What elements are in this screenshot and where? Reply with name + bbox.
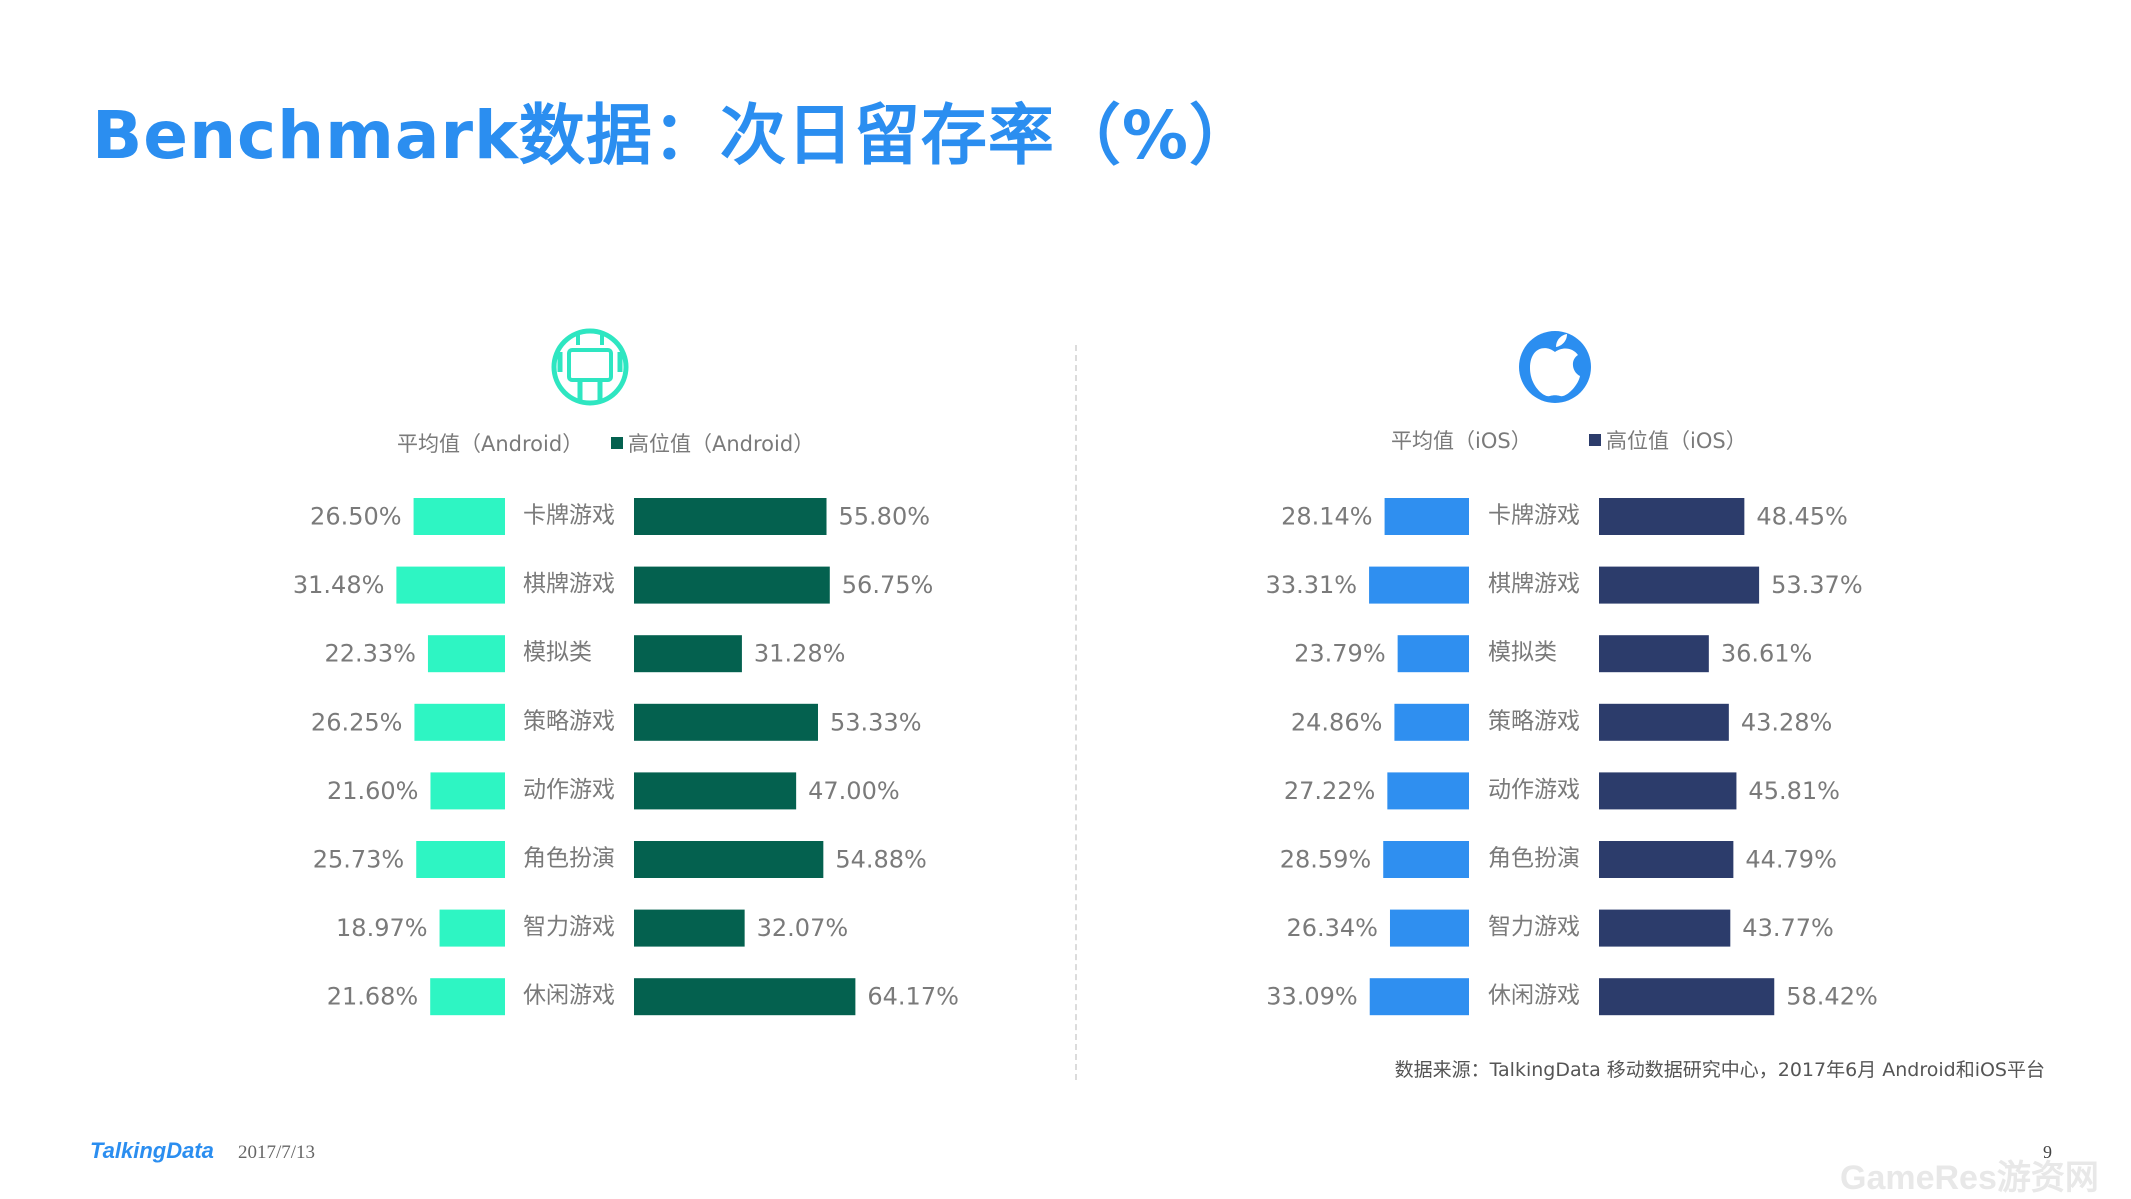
ios-avg-bar: [1384, 498, 1469, 535]
android-legend-high-swatch: [611, 437, 623, 449]
ios-avg-label: 26.34%: [1286, 914, 1378, 942]
panel-divider: [1075, 345, 1077, 1080]
ios-legend-high: 高位值（iOS）: [1606, 429, 1747, 453]
android-avg-bar: [439, 909, 505, 947]
apple-icon: [1519, 331, 1591, 403]
ios-high-bar: [1599, 703, 1729, 741]
android-category-label: 动作游戏: [523, 777, 615, 803]
android-category-label: 棋牌游戏: [523, 571, 615, 597]
android-high-bar: [634, 772, 797, 810]
ios-high-label: 48.45%: [1756, 503, 1848, 531]
android-legend-high: 高位值（Android）: [628, 432, 814, 456]
android-avg-label: 21.68%: [327, 983, 419, 1011]
watermark: GameRes游资网: [1840, 1159, 2099, 1197]
ios-avg-label: 24.86%: [1291, 708, 1383, 736]
page-number: 9: [2043, 1142, 2052, 1162]
android-avg-bar: [396, 566, 505, 604]
android-avg-label: 31.48%: [293, 571, 385, 599]
ios-avg-bar: [1389, 909, 1469, 947]
ios-avg-bar: [1383, 841, 1469, 878]
android-high-label: 54.88%: [835, 846, 927, 874]
ios-high-bar: [1599, 498, 1745, 535]
ios-high-label: 45.81%: [1748, 777, 1840, 805]
ios-legend-avg: 平均值（iOS）: [1391, 429, 1532, 453]
ios-category-label: 棋牌游戏: [1488, 571, 1580, 597]
android-high-bar: [634, 909, 745, 947]
ios-avg-label: 28.14%: [1281, 503, 1373, 531]
android-category-label: 休闲游戏: [523, 983, 615, 1009]
source-note: 数据来源：TalkingData 移动数据研究中心，2017年6月 Androi…: [1394, 1059, 2045, 1081]
ios-high-label: 36.61%: [1721, 640, 1813, 668]
android-avg-bar: [430, 772, 505, 810]
ios-high-label: 43.77%: [1742, 914, 1834, 942]
android-avg-label: 21.60%: [327, 777, 419, 805]
ios-avg-bar: [1397, 635, 1469, 673]
ios-category-label: 角色扮演: [1488, 846, 1580, 872]
ios-avg-bar: [1394, 703, 1469, 741]
android-avg-label: 25.73%: [313, 846, 405, 874]
android-high-bar: [634, 635, 742, 673]
ios-category-label: 动作游戏: [1488, 777, 1580, 803]
ios-high-label: 44.79%: [1745, 846, 1837, 874]
android-avg-label: 22.33%: [324, 640, 416, 668]
ios-category-label: 智力游戏: [1488, 914, 1580, 940]
ios-high-bar: [1599, 566, 1760, 604]
ios-avg-label: 27.22%: [1284, 777, 1376, 805]
ios-high-label: 53.37%: [1771, 571, 1863, 599]
ios-avg-label: 23.79%: [1294, 640, 1386, 668]
android-high-bar: [634, 566, 830, 604]
ios-high-label: 58.42%: [1786, 983, 1878, 1011]
ios-avg-bar: [1369, 566, 1469, 604]
ios-avg-bar: [1369, 978, 1469, 1016]
ios-high-bar: [1599, 772, 1737, 810]
page-title: Benchmark数据：次日留存率（%）: [92, 97, 1257, 174]
android-high-label: 55.80%: [839, 503, 931, 531]
ios-high-bar: [1599, 841, 1734, 878]
android-high-bar: [634, 978, 856, 1016]
android-high-label: 31.28%: [754, 640, 846, 668]
android-high-label: 47.00%: [808, 777, 900, 805]
android-avg-bar: [414, 703, 505, 741]
android-avg-label: 26.25%: [311, 708, 403, 736]
ios-avg-bar: [1387, 772, 1469, 810]
android-high-label: 53.33%: [830, 708, 922, 736]
ios-high-label: 43.28%: [1741, 708, 1833, 736]
android-icon: [551, 328, 629, 406]
ios-high-bar: [1599, 978, 1775, 1016]
ios-avg-label: 28.59%: [1280, 846, 1372, 874]
ios-category-label: 策略游戏: [1488, 708, 1580, 734]
android-avg-bar: [416, 841, 505, 878]
android-high-label: 64.17%: [867, 983, 959, 1011]
android-high-label: 32.07%: [757, 914, 849, 942]
android-avg-label: 26.50%: [310, 503, 402, 531]
android-legend-avg: 平均值（Android）: [397, 432, 583, 456]
android-category-label: 角色扮演: [523, 846, 615, 872]
android-high-bar: [634, 498, 827, 535]
footer-logo: TalkingData: [90, 1138, 214, 1163]
android-category-label: 策略游戏: [523, 708, 615, 734]
android-high-bar: [634, 841, 824, 878]
android-avg-bar: [430, 978, 505, 1016]
ios-high-bar: [1599, 635, 1709, 673]
android-avg-label: 18.97%: [336, 914, 428, 942]
android-category-label: 模拟类: [523, 640, 592, 666]
android-avg-bar: [427, 635, 505, 673]
ios-high-bar: [1599, 909, 1731, 947]
ios-legend-high-swatch: [1589, 434, 1601, 446]
android-high-label: 56.75%: [842, 571, 934, 599]
android-category-label: 卡牌游戏: [523, 503, 615, 529]
ios-category-label: 休闲游戏: [1488, 983, 1580, 1009]
android-avg-bar: [413, 498, 505, 535]
ios-avg-label: 33.31%: [1266, 571, 1358, 599]
ios-avg-label: 33.09%: [1266, 983, 1358, 1011]
ios-category-label: 模拟类: [1488, 640, 1557, 666]
android-category-label: 智力游戏: [523, 914, 615, 940]
footer-date: 2017/7/13: [238, 1142, 316, 1163]
ios-category-label: 卡牌游戏: [1488, 503, 1580, 529]
android-high-bar: [634, 703, 818, 741]
